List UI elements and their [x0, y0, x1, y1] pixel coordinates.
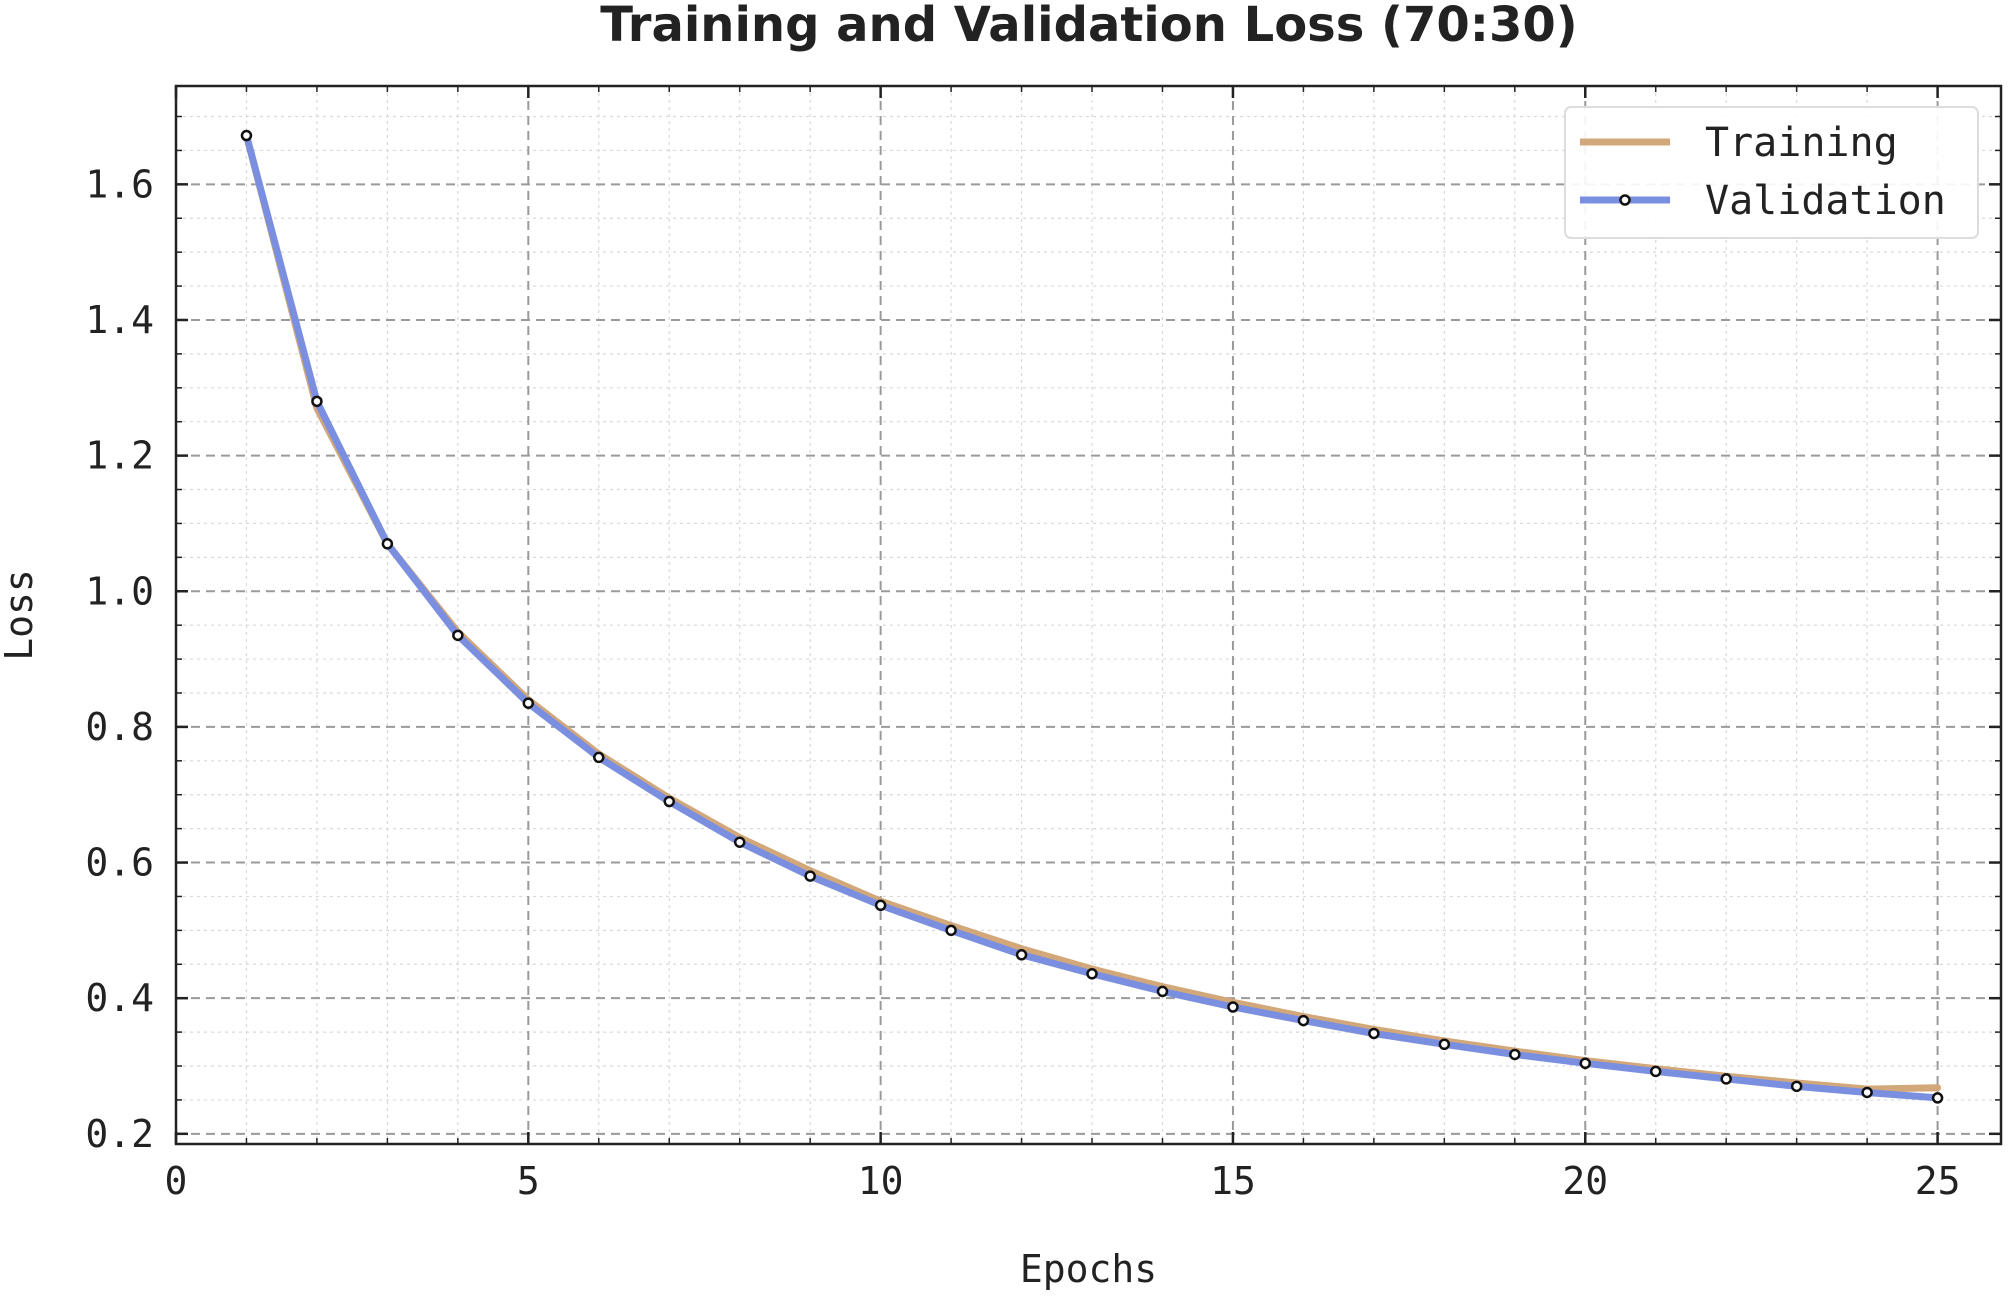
data-point-validation: [1649, 1065, 1662, 1078]
data-point-validation: [1509, 1048, 1521, 1061]
data-point-validation: [1720, 1073, 1732, 1085]
y-tick-label: 1.2: [85, 434, 154, 478]
data-point-validation: [240, 129, 253, 142]
data-point-validation: [1086, 968, 1098, 980]
data-point-validation: [381, 538, 394, 550]
data-point-validation: [1297, 1014, 1310, 1027]
data-point-validation: [874, 899, 887, 912]
x-axis-label: Epochs: [1020, 1247, 1157, 1291]
y-tick-label: 1.6: [85, 162, 154, 206]
y-tick-label: 1.4: [85, 298, 154, 342]
x-tick-label: 10: [858, 1159, 904, 1203]
y-tick-label: 0.8: [85, 705, 154, 749]
data-point-validation: [1156, 985, 1169, 998]
data-point-validation: [452, 629, 464, 642]
y-tick-label: 0.2: [85, 1112, 154, 1156]
x-tick-label: 20: [1562, 1159, 1608, 1203]
legend: Training Validation: [1564, 106, 1979, 239]
data-point-validation: [1790, 1080, 1803, 1093]
x-tick-label: 5: [517, 1159, 540, 1203]
data-point-validation: [311, 395, 323, 408]
y-tick-label: 0.4: [85, 976, 154, 1020]
data-point-validation: [593, 751, 605, 764]
data-point-validation: [663, 795, 675, 808]
chart-title: Training and Validation Loss (70:30): [600, 0, 1577, 53]
data-point-validation: [1368, 1027, 1380, 1040]
x-tick-label: 25: [1915, 1159, 1961, 1203]
plot-frame: [174, 84, 2003, 1146]
x-tick-label: 0: [165, 1159, 188, 1203]
data-point-validation: [1861, 1086, 1873, 1099]
y-tick-label: 0.6: [85, 841, 154, 885]
data-point-validation: [733, 836, 746, 848]
legend-label-validation: Validation: [1705, 178, 1946, 224]
legend-marker-validation: [1619, 194, 1631, 206]
data-point-validation: [522, 697, 535, 709]
data-point-validation: [1227, 1001, 1239, 1013]
data-point-validation: [945, 924, 957, 937]
legend-label-training: Training: [1705, 120, 1898, 166]
data-point-validation: [1015, 949, 1028, 961]
data-point-validation: [1931, 1092, 1944, 1104]
data-point-validation: [1438, 1038, 1451, 1051]
y-axis-label: Loss: [0, 569, 41, 661]
data-point-validation: [804, 870, 816, 882]
y-tick-label: 1.0: [85, 569, 154, 613]
data-point-validation: [1579, 1057, 1592, 1070]
x-tick-label: 15: [1210, 1159, 1256, 1203]
